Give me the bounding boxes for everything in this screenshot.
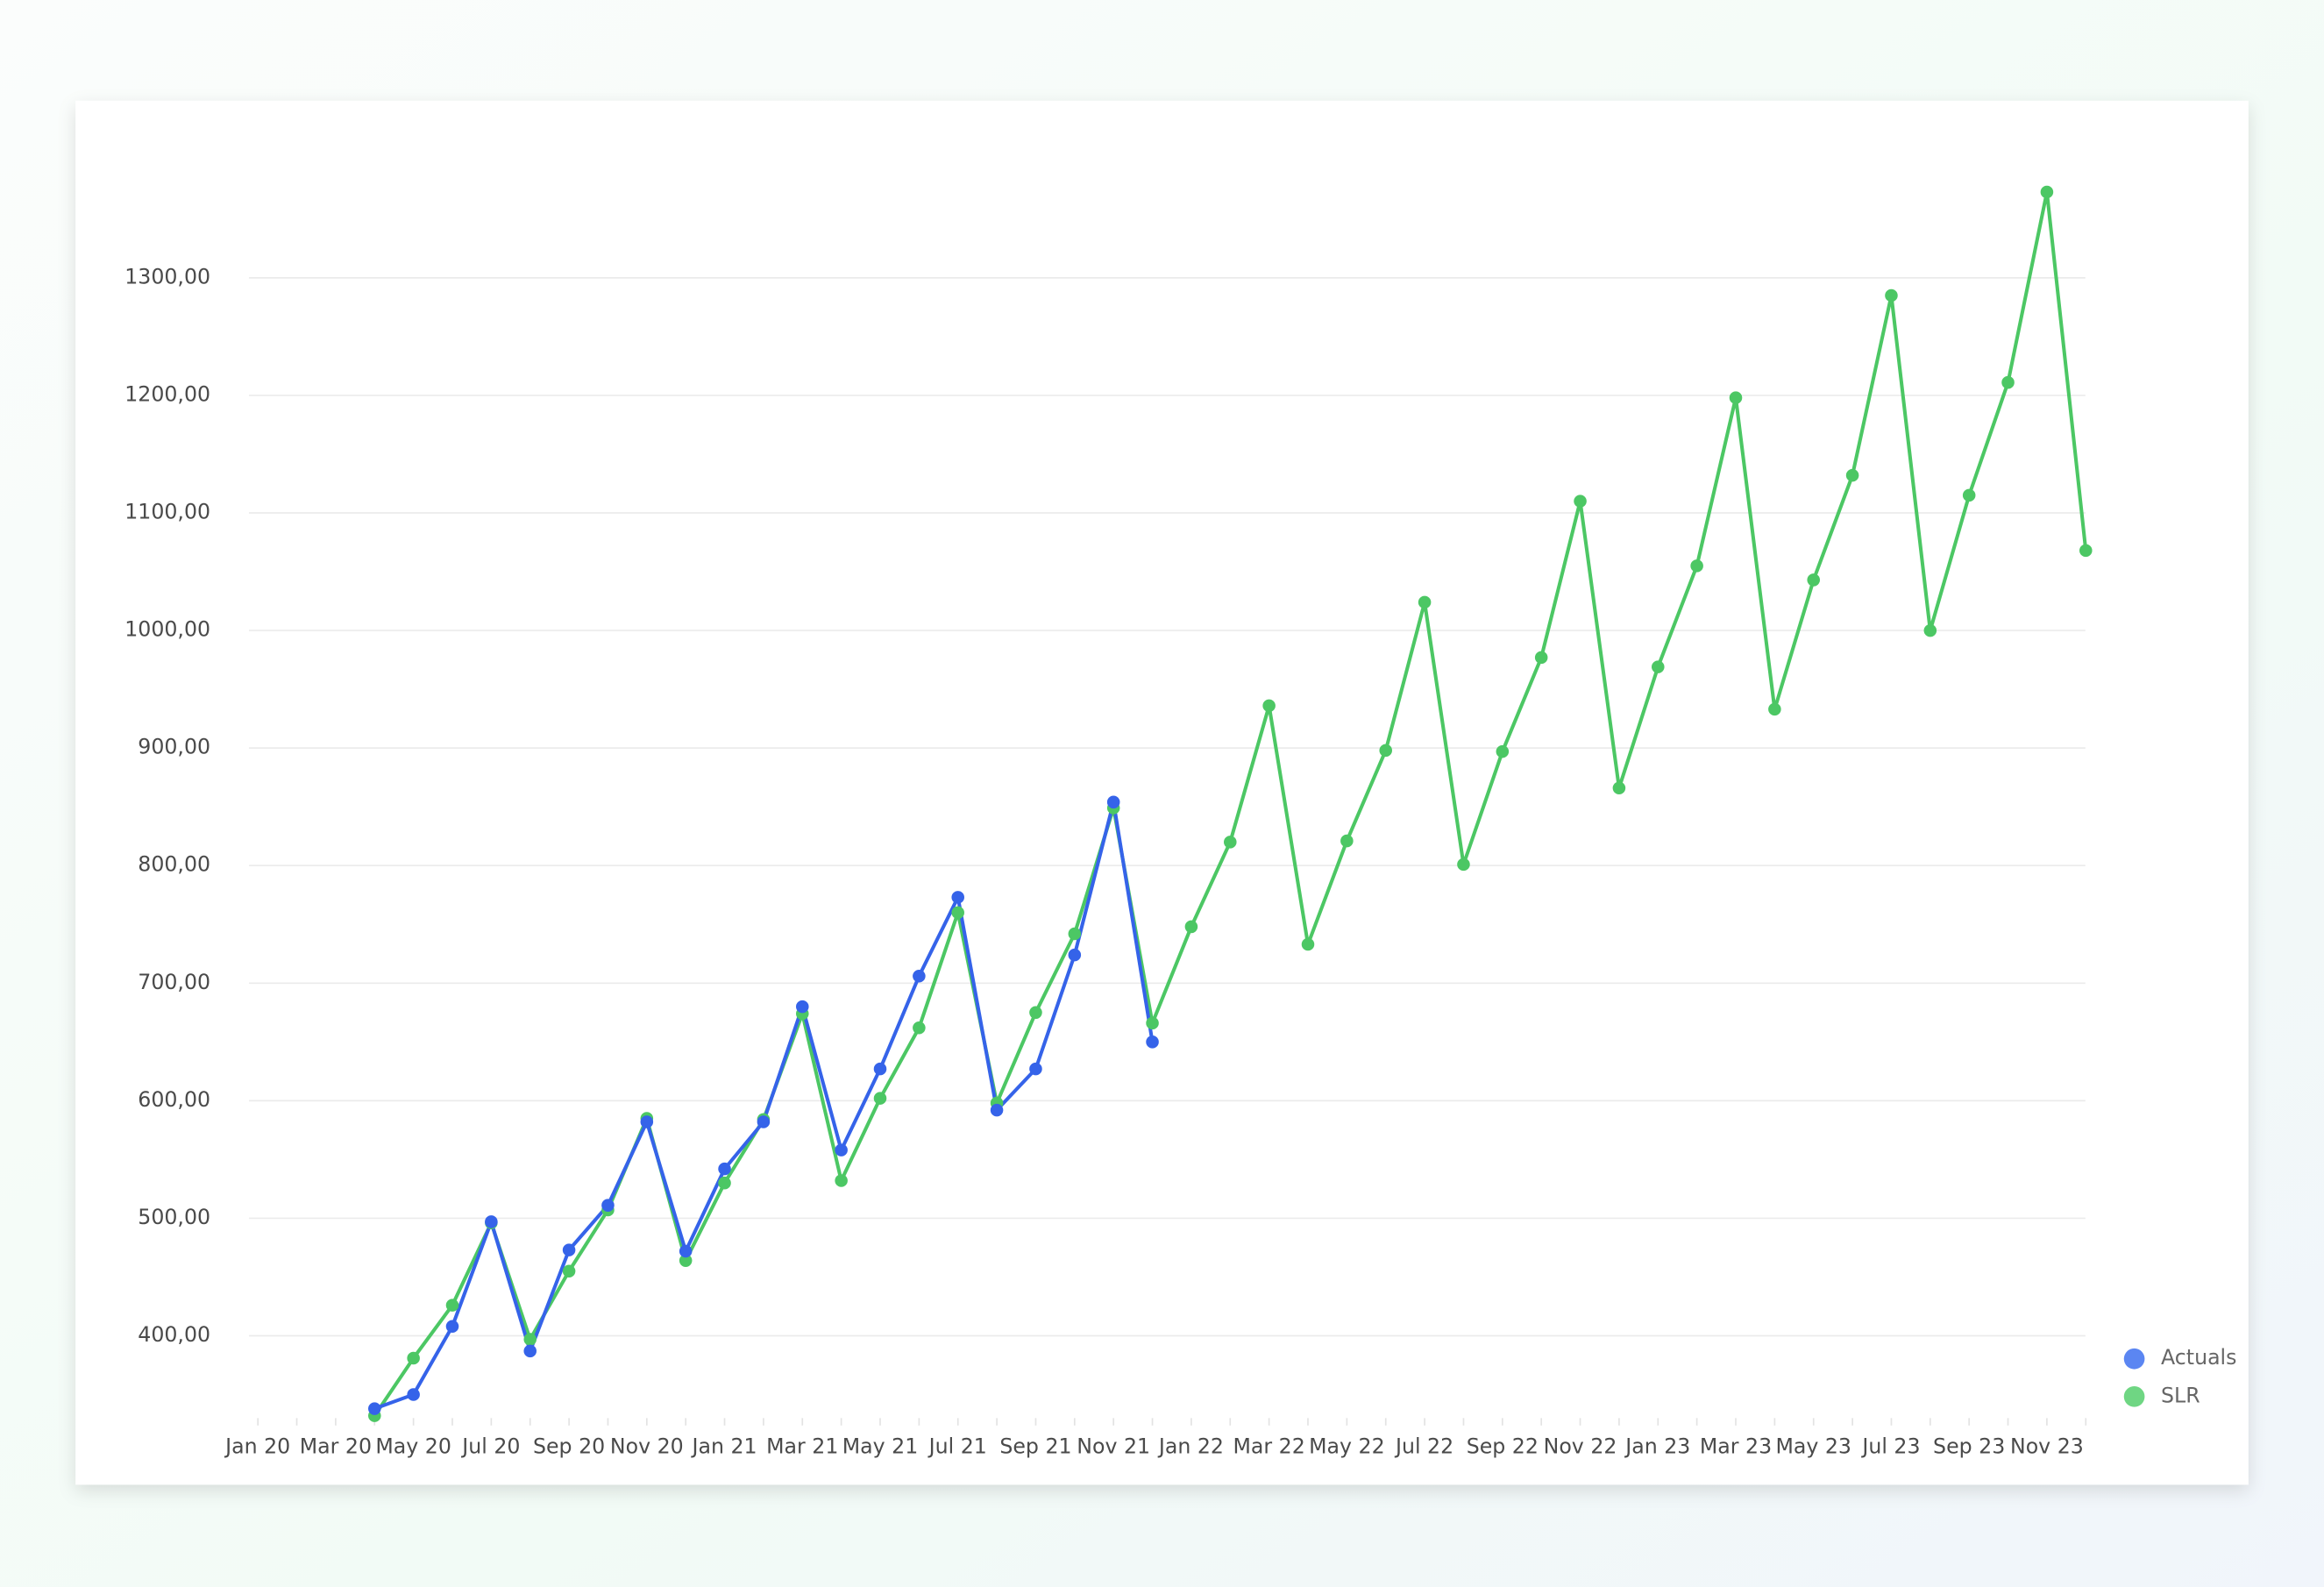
data-point bbox=[1962, 488, 1976, 502]
data-point bbox=[1807, 573, 1820, 587]
data-point bbox=[1106, 795, 1120, 809]
data-point bbox=[562, 1243, 576, 1256]
data-point bbox=[1923, 623, 1937, 637]
x-tick-label: Jul 22 bbox=[1394, 1434, 1453, 1459]
y-tick-label: 400,00 bbox=[138, 1322, 210, 1347]
plot: 400,00 500,00 600,00 700,00 800,00 900,00 1000… bbox=[124, 185, 2236, 1459]
data-point bbox=[1690, 559, 1703, 573]
data-point bbox=[1262, 699, 1276, 713]
legend-label: Actuals bbox=[2161, 1345, 2236, 1370]
y-tick-label: 1200,00 bbox=[124, 381, 210, 406]
data-point bbox=[1184, 920, 1198, 934]
data-point bbox=[1496, 744, 1510, 758]
data-point bbox=[1885, 288, 1898, 302]
data-point bbox=[1224, 836, 1237, 849]
data-point bbox=[913, 1021, 926, 1035]
x-tick-label: Nov 22 bbox=[1544, 1434, 1617, 1459]
data-point bbox=[679, 1244, 693, 1258]
legend-swatch bbox=[2123, 1348, 2145, 1370]
data-point bbox=[407, 1351, 420, 1365]
data-point bbox=[1845, 468, 1859, 482]
y-tick-label: 800,00 bbox=[138, 852, 210, 877]
x-tick-label: Jul 23 bbox=[1860, 1434, 1920, 1459]
data-point bbox=[835, 1174, 848, 1187]
x-tick-label: Mar 21 bbox=[766, 1434, 838, 1459]
y-tick-label: 700,00 bbox=[138, 970, 210, 994]
data-point bbox=[757, 1115, 771, 1128]
legend-swatch bbox=[2123, 1386, 2145, 1407]
data-point bbox=[1729, 391, 1743, 404]
data-point bbox=[601, 1199, 615, 1212]
x-tick-label: Sep 23 bbox=[1933, 1434, 2005, 1459]
data-point bbox=[445, 1320, 459, 1334]
data-point bbox=[1068, 927, 1082, 941]
x-tick-label: May 21 bbox=[842, 1434, 919, 1459]
data-point bbox=[562, 1264, 576, 1278]
data-point bbox=[1301, 937, 1315, 951]
x-tick-label: Jul 21 bbox=[927, 1434, 987, 1459]
chart-card bbox=[75, 100, 2249, 1485]
data-point bbox=[1068, 948, 1082, 962]
data-point bbox=[718, 1176, 731, 1190]
data-point bbox=[2040, 185, 2054, 199]
data-point bbox=[1146, 1035, 1159, 1049]
data-point bbox=[951, 891, 964, 904]
data-point bbox=[951, 906, 964, 920]
x-tick-label: Jan 21 bbox=[690, 1434, 757, 1459]
x-tick-label: May 20 bbox=[375, 1434, 451, 1459]
data-point bbox=[718, 1162, 731, 1176]
y-tick-label: 1000,00 bbox=[124, 617, 210, 642]
data-point bbox=[1457, 858, 1470, 872]
data-point bbox=[523, 1344, 537, 1358]
data-point bbox=[407, 1388, 420, 1401]
data-point bbox=[1379, 744, 1392, 758]
x-tick-label: Nov 23 bbox=[2010, 1434, 2084, 1459]
data-point bbox=[485, 1215, 498, 1228]
data-point bbox=[835, 1143, 848, 1156]
data-point bbox=[1768, 702, 1781, 716]
legend-label: SLR bbox=[2161, 1383, 2200, 1407]
y-tick-label: 500,00 bbox=[138, 1205, 210, 1229]
x-tick-label: May 22 bbox=[1309, 1434, 1385, 1459]
data-point bbox=[990, 1103, 1004, 1117]
x-tick-label: Mar 20 bbox=[300, 1434, 372, 1459]
x-tick-label: Nov 21 bbox=[1077, 1434, 1150, 1459]
x-tick-label: Sep 22 bbox=[1467, 1434, 1539, 1459]
y-tick-label: 600,00 bbox=[138, 1087, 210, 1112]
data-point bbox=[913, 969, 926, 983]
data-point bbox=[873, 1062, 887, 1076]
x-tick-label: May 23 bbox=[1775, 1434, 1851, 1459]
data-point bbox=[1534, 651, 1548, 665]
data-point bbox=[1574, 495, 1587, 508]
x-tick-label: Nov 20 bbox=[610, 1434, 684, 1459]
x-tick-label: Sep 20 bbox=[533, 1434, 605, 1459]
x-tick-label: Mar 22 bbox=[1233, 1434, 1304, 1459]
data-point bbox=[796, 1000, 809, 1014]
data-point bbox=[2001, 375, 2015, 389]
y-tick-label: 1300,00 bbox=[124, 264, 210, 288]
data-point bbox=[1340, 834, 1354, 848]
x-tick-label: Jul 20 bbox=[460, 1434, 520, 1459]
data-point bbox=[1652, 660, 1665, 673]
data-point bbox=[523, 1333, 537, 1346]
x-tick-label: Jan 22 bbox=[1157, 1434, 1224, 1459]
data-point bbox=[1146, 1016, 1159, 1030]
data-point bbox=[445, 1299, 459, 1312]
data-point bbox=[1029, 1062, 1042, 1076]
x-tick-label: Jan 20 bbox=[224, 1434, 290, 1459]
y-tick-label: 1100,00 bbox=[124, 500, 210, 524]
data-point bbox=[1418, 595, 1432, 609]
x-tick-label: Jan 23 bbox=[1624, 1434, 1690, 1459]
data-point bbox=[873, 1092, 887, 1105]
data-point bbox=[368, 1402, 381, 1415]
data-point bbox=[2079, 544, 2093, 558]
x-tick-label: Mar 23 bbox=[1700, 1434, 1772, 1459]
data-point bbox=[1029, 1006, 1042, 1020]
data-point bbox=[640, 1115, 654, 1128]
data-point bbox=[679, 1254, 693, 1267]
x-tick-label: Sep 21 bbox=[999, 1434, 1071, 1459]
y-tick-label: 900,00 bbox=[138, 735, 210, 759]
data-point bbox=[1612, 781, 1626, 794]
